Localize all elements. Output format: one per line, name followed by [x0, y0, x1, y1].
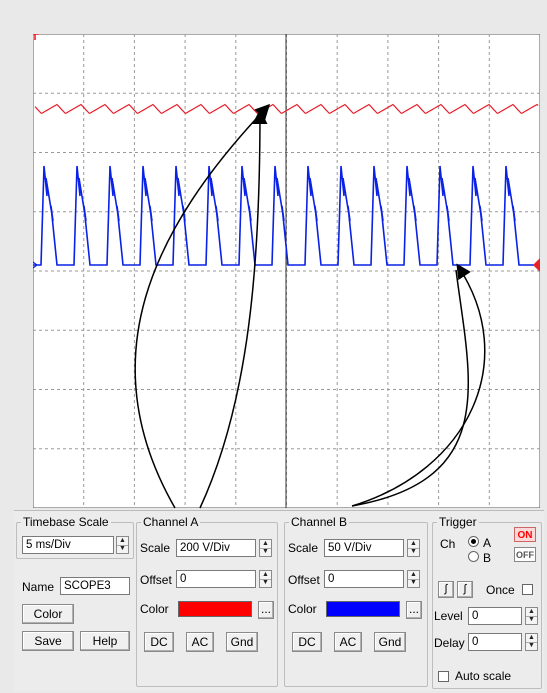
channel-b-color-swatch[interactable] [326, 601, 400, 617]
channel-a-offset-field[interactable]: 0 [176, 570, 256, 588]
trigger-ch-label: Ch [440, 537, 456, 551]
timebase-scale-spinner[interactable]: ▲ ▼ [116, 536, 129, 554]
channel-a-gnd-button[interactable]: Gnd [226, 632, 258, 652]
channel-a-title: Channel A [143, 515, 199, 529]
spin-up-icon[interactable]: ▲ [526, 634, 537, 643]
channel-b-scale-label: Scale [288, 541, 319, 555]
name-field[interactable]: SCOPE3 [60, 577, 130, 595]
channel-a-scale-label: Scale [140, 541, 171, 555]
trigger-ch-b-radio[interactable] [468, 551, 479, 562]
channel-a-offset-label: Offset [140, 573, 172, 587]
channel-a-group: Channel A [136, 515, 278, 687]
trigger-ch-b-label: B [483, 551, 492, 565]
trigger-title: Trigger [439, 515, 477, 529]
channel-b-group: Channel B [284, 515, 428, 687]
trigger-ch-a-radio[interactable] [468, 536, 479, 547]
spin-up-icon[interactable]: ▲ [260, 540, 271, 549]
channel-a-trace [34, 103, 539, 114]
channel-a-color-label: Color [140, 602, 169, 616]
trigger-delay-spinner[interactable]: ▲ ▼ [525, 633, 538, 651]
spin-down-icon[interactable]: ▼ [119, 545, 126, 552]
trigger-level-spinner[interactable]: ▲ ▼ [525, 607, 538, 625]
timebase-group: Timebase Scale [16, 515, 134, 559]
color-button[interactable]: Color [22, 604, 74, 624]
channel-b-color-label: Color [288, 602, 317, 616]
trigger-ch-a-label: A [483, 536, 492, 550]
channel-a-dc-button[interactable]: DC [144, 632, 174, 652]
channel-a-color-swatch[interactable] [178, 601, 252, 617]
channel-a-offset-spinner[interactable]: ▲ ▼ [259, 570, 272, 588]
channel-b-ac-button[interactable]: AC [334, 632, 362, 652]
spin-down-icon[interactable]: ▼ [528, 642, 535, 649]
trigger-on-button[interactable]: ON [514, 527, 536, 542]
timebase-title: Timebase Scale [23, 515, 109, 529]
channel-b-offset-spinner[interactable]: ▲ ▼ [407, 570, 420, 588]
channel-b-scale-spinner[interactable]: ▲ ▼ [407, 539, 420, 557]
timebase-scale-field[interactable]: 5 ms/Div [22, 536, 114, 554]
spin-down-icon[interactable]: ▼ [528, 616, 535, 623]
channel-b-title: Channel B [291, 515, 348, 529]
channel-a-color-more-button[interactable]: ... [258, 601, 274, 619]
arrow-from-channel-a-to-trace-a [199, 109, 268, 509]
help-button[interactable]: Help [80, 631, 130, 651]
spin-up-icon[interactable]: ▲ [526, 608, 537, 617]
trigger-off-button[interactable]: OFF [514, 547, 536, 562]
trigger-level-label: Level [434, 609, 463, 623]
auto-scale-checkbox[interactable] [438, 671, 449, 682]
arrow-to-channel-b-trace [351, 263, 486, 507]
channel-b-color-more-button[interactable]: ... [406, 601, 422, 619]
channel-b-offset-label: Offset [288, 573, 320, 587]
trigger-delay-label: Delay [434, 636, 465, 650]
arrow-to-channel-a-trace [134, 103, 271, 509]
channel-a-scale-field[interactable]: 200 V/Div [176, 539, 256, 557]
spin-down-icon[interactable]: ▼ [262, 579, 269, 586]
channel-b-ground-marker-icon[interactable] [33, 259, 38, 271]
spin-up-icon[interactable]: ▲ [408, 540, 419, 549]
channel-b-offset-field[interactable]: 0 [324, 570, 404, 588]
auto-scale-label: Auto scale [455, 669, 512, 683]
trigger-delay-field[interactable]: 0 [468, 633, 522, 651]
channel-a-ac-button[interactable]: AC [186, 632, 214, 652]
spin-up-icon[interactable]: ▲ [260, 571, 271, 580]
trigger-falling-edge-icon[interactable]: ʃ [457, 581, 473, 598]
spin-up-icon[interactable]: ▲ [117, 537, 128, 546]
trigger-group: Trigger [432, 515, 542, 689]
trigger-level-field[interactable]: 0 [468, 607, 522, 625]
channel-b-scale-field[interactable]: 50 V/Div [324, 539, 404, 557]
channel-b-gnd-button[interactable]: Gnd [374, 632, 406, 652]
level-marker-icon[interactable] [533, 258, 540, 272]
control-panel: Timebase Scale 5 ms/Div ▲ ▼ Name SCOPE3 C… [14, 510, 544, 691]
trigger-rising-edge-icon[interactable]: ∫ [438, 581, 454, 598]
channel-a-scale-spinner[interactable]: ▲ ▼ [259, 539, 272, 557]
spin-down-icon[interactable]: ▼ [410, 548, 417, 555]
arrow-from-channel-b-to-trace-b [351, 269, 470, 507]
spin-up-icon[interactable]: ▲ [408, 571, 419, 580]
channel-b-trace [33, 165, 540, 266]
name-label: Name [22, 580, 55, 594]
spin-down-icon[interactable]: ▼ [410, 579, 417, 586]
trigger-marker-icon[interactable] [33, 34, 39, 40]
save-button[interactable]: Save [22, 631, 74, 651]
spin-down-icon[interactable]: ▼ [262, 548, 269, 555]
trigger-once-label: Once [486, 583, 515, 597]
channel-b-dc-button[interactable]: DC [292, 632, 322, 652]
trigger-once-checkbox[interactable] [522, 584, 533, 595]
